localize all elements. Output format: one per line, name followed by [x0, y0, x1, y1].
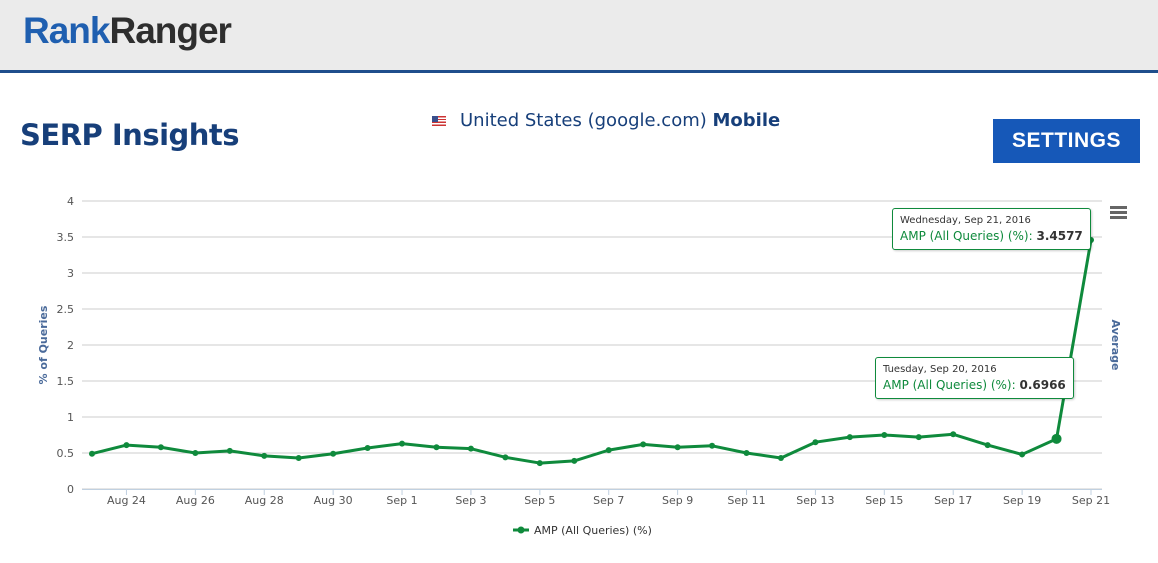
- x-tick-label: Sep 13: [796, 494, 834, 507]
- x-tick-label: Aug 24: [107, 494, 146, 507]
- data-point: [846, 434, 853, 441]
- data-point: [950, 431, 957, 438]
- x-tick-label: Sep 15: [865, 494, 903, 507]
- data-point: [261, 452, 268, 459]
- location-info: United States (google.com) Mobile: [432, 110, 780, 131]
- y-tick-label: 2: [67, 339, 74, 352]
- data-point: [915, 434, 922, 441]
- data-point: [364, 444, 371, 451]
- data-point: [881, 432, 888, 438]
- data-point: [777, 455, 784, 462]
- data-point: [709, 442, 716, 449]
- data-point: [1051, 433, 1062, 444]
- y-tick-label: 3.5: [57, 231, 75, 244]
- data-point: [605, 447, 612, 454]
- data-point: [157, 444, 164, 451]
- chart-menu-icon[interactable]: [1110, 206, 1127, 221]
- device-label: Mobile: [712, 110, 781, 131]
- data-point: [571, 457, 578, 464]
- data-point: [330, 450, 337, 457]
- data-point: [89, 450, 95, 457]
- x-tick-label: Sep 21: [1072, 494, 1110, 507]
- rankranger-logo[interactable]: RankRanger: [23, 10, 232, 51]
- x-tick-label: Sep 17: [934, 494, 972, 507]
- data-point: [743, 450, 750, 456]
- x-tick-label: Aug 26: [176, 494, 215, 507]
- y2-axis-label: Average: [1109, 320, 1122, 371]
- data-point: [812, 439, 819, 446]
- location-label: United States (google.com): [460, 110, 707, 131]
- y-tick-label: 4: [67, 195, 74, 208]
- y-tick-label: 0.5: [57, 447, 75, 460]
- legend-item: AMP (All Queries) (%): [534, 524, 652, 537]
- y-tick-label: 2.5: [57, 303, 75, 316]
- series-line: [91, 239, 1093, 465]
- data-point: [226, 447, 233, 454]
- y-tick-label: 3: [67, 267, 74, 280]
- data-point: [192, 450, 199, 456]
- y-tick-label: 1: [67, 411, 74, 424]
- data-point: [295, 455, 302, 462]
- data-point: [502, 454, 509, 461]
- data-point: [674, 444, 681, 451]
- data-point: [399, 440, 406, 447]
- us-flag-icon: [432, 115, 446, 126]
- x-tick-label: Sep 7: [593, 494, 624, 507]
- data-point: [536, 460, 543, 467]
- data-point: [123, 442, 130, 449]
- data-point: [984, 442, 991, 449]
- x-tick-label: Sep 3: [455, 494, 486, 507]
- settings-button[interactable]: SETTINGS: [993, 119, 1140, 163]
- x-tick-label: Aug 28: [245, 494, 284, 507]
- y-tick-label: 0: [67, 483, 74, 496]
- x-tick-label: Aug 30: [314, 494, 353, 507]
- header: RankRanger: [0, 0, 1158, 73]
- data-point: [1019, 451, 1026, 458]
- legend-marker: [517, 526, 525, 534]
- x-tick-label: Sep 11: [727, 494, 765, 507]
- data-point: [467, 445, 474, 452]
- data-point: [640, 441, 647, 448]
- x-tick-label: Sep 9: [662, 494, 693, 507]
- x-tick-label: Sep 19: [1003, 494, 1041, 507]
- page-title: SERP Insights: [20, 118, 240, 152]
- y-tick-label: 1.5: [57, 375, 75, 388]
- tooltip-sep21: Wednesday, Sep 21, 2016 AMP (All Queries…: [892, 208, 1091, 250]
- tooltip-sep20: Tuesday, Sep 20, 2016 AMP (All Queries) …: [875, 357, 1074, 399]
- data-point: [433, 444, 440, 451]
- x-tick-label: Sep 5: [524, 494, 555, 507]
- y-axis-label: % of Queries: [37, 305, 50, 384]
- x-tick-label: Sep 1: [386, 494, 417, 507]
